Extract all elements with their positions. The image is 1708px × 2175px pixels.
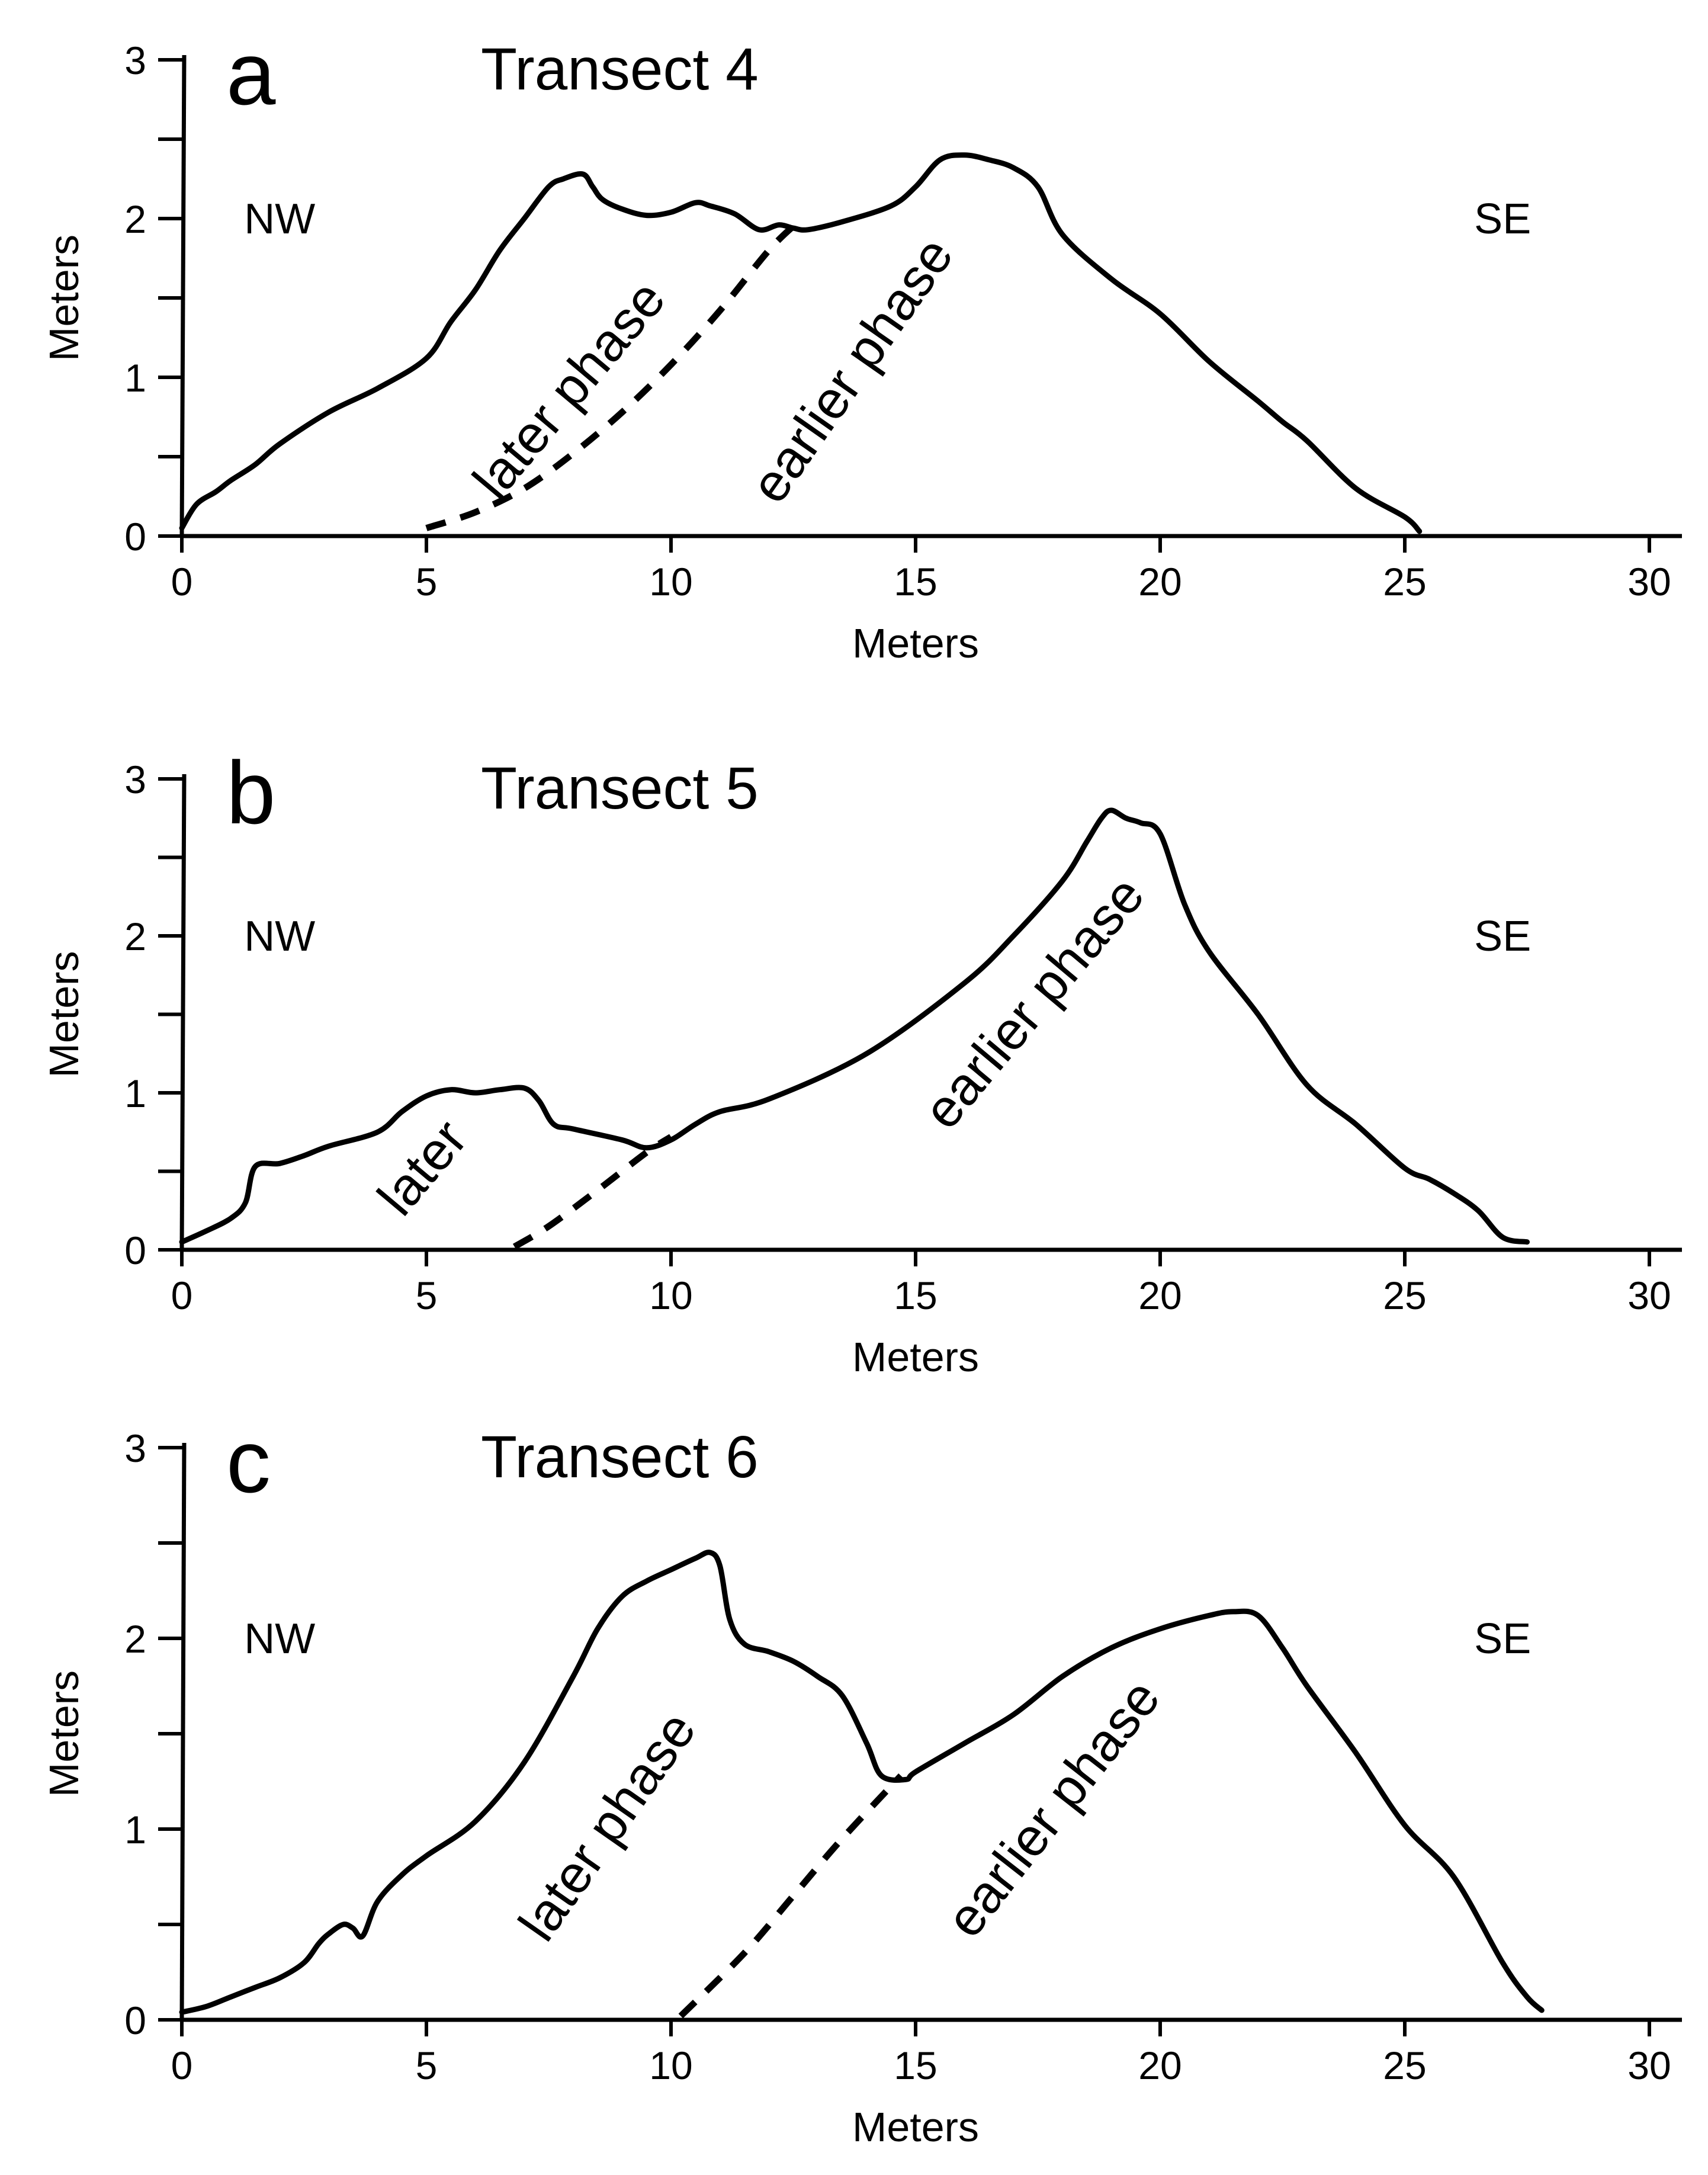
phase-boundary-line	[678, 1773, 904, 2019]
y-tick-label: 3	[124, 758, 146, 801]
x-tick-label: 5	[416, 2044, 438, 2087]
panel-title: Transect 4	[481, 36, 759, 102]
x-tick-label: 0	[171, 560, 193, 604]
x-tick-label: 20	[1138, 2044, 1182, 2087]
x-tick-label: 0	[171, 2044, 193, 2087]
panel-title: Transect 6	[481, 1424, 759, 1490]
x-axis-title: Meters	[852, 620, 979, 666]
panel-a: 0 5 10 15 20 25 30 0 1 2 3 Meters Meters a Transect 4 N…	[41, 24, 1682, 666]
y-axis-title: Meters	[41, 1670, 87, 1797]
y-axis-line	[179, 774, 187, 1250]
x-tick-label: 25	[1383, 2044, 1426, 2087]
x-tick-label: 10	[649, 2044, 692, 2087]
y-tick-label: 0	[124, 1228, 146, 1272]
y-tick-label: 2	[124, 915, 146, 958]
y-axis-title: Meters	[41, 235, 87, 361]
x-tick-label: 30	[1627, 560, 1671, 604]
profile-line	[179, 807, 1530, 1245]
y-axis-line	[179, 1442, 187, 2020]
nw-label: NW	[244, 1615, 315, 1663]
phase-annotation: earlier phase	[740, 227, 965, 514]
phase-annotation: earlier phase	[935, 1669, 1171, 1949]
phase-boundary-line	[512, 1134, 673, 1250]
phase-boundary-line	[425, 219, 801, 531]
x-tick-label: 5	[416, 560, 438, 604]
panel-letter: c	[226, 1411, 271, 1511]
y-tick-label: 3	[124, 39, 146, 82]
panel-title: Transect 5	[481, 755, 759, 822]
y-axis-line	[179, 54, 187, 537]
panel-b: 0 5 10 15 20 25 30 0 1 2 3 Meters Meters b Transect 5 N…	[41, 743, 1682, 1380]
panel-letter: a	[226, 24, 276, 123]
y-axis-title: Meters	[41, 951, 87, 1078]
x-tick-label: 15	[894, 1273, 937, 1317]
x-tick-label: 5	[416, 1273, 438, 1317]
y-tick-label: 1	[124, 1072, 146, 1115]
x-tick-label: 25	[1383, 1273, 1426, 1317]
profile-line	[179, 1550, 1545, 2015]
panel-c: 0 5 10 15 20 25 30 0 1 2 3 Meters Meters c Transect 6 N…	[41, 1411, 1682, 2150]
x-tick-label: 15	[894, 2044, 937, 2087]
nw-label: NW	[244, 913, 315, 960]
se-label: SE	[1474, 913, 1531, 960]
y-tick-label: 2	[124, 197, 146, 241]
x-tick-label: 30	[1627, 2044, 1671, 2087]
x-tick-label: 10	[649, 560, 692, 604]
profile-line	[179, 152, 1423, 534]
panel-letter: b	[226, 743, 275, 842]
y-tick-label: 0	[124, 515, 146, 559]
x-tick-label: 20	[1138, 1273, 1182, 1317]
x-tick-label: 10	[649, 1273, 692, 1317]
x-tick-label: 25	[1383, 560, 1426, 604]
x-tick-label: 30	[1627, 1273, 1671, 1317]
x-tick-label: 15	[894, 560, 937, 604]
x-axis-title: Meters	[852, 2104, 979, 2150]
phase-annotation: earlier phase	[912, 866, 1155, 1140]
y-tick-label: 1	[124, 1808, 146, 1852]
se-label: SE	[1474, 195, 1531, 243]
y-tick-label: 2	[124, 1617, 146, 1661]
x-axis-title: Meters	[852, 1334, 979, 1380]
y-tick-label: 1	[124, 356, 146, 400]
x-tick-label: 0	[171, 1273, 193, 1317]
x-tick-label: 20	[1138, 560, 1182, 604]
nw-label: NW	[244, 195, 315, 243]
y-tick-label: 3	[124, 1426, 146, 1470]
y-tick-label: 0	[124, 1998, 146, 2042]
se-label: SE	[1474, 1615, 1531, 1663]
